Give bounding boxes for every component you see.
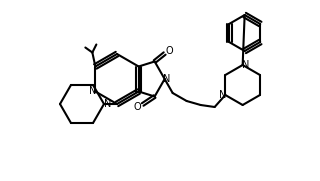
Text: N: N [242, 60, 249, 70]
Text: N: N [163, 74, 170, 84]
Text: N: N [104, 99, 112, 109]
Text: O: O [166, 47, 173, 56]
Text: N: N [89, 87, 96, 96]
Text: O: O [134, 102, 141, 111]
Text: N: N [219, 90, 226, 100]
